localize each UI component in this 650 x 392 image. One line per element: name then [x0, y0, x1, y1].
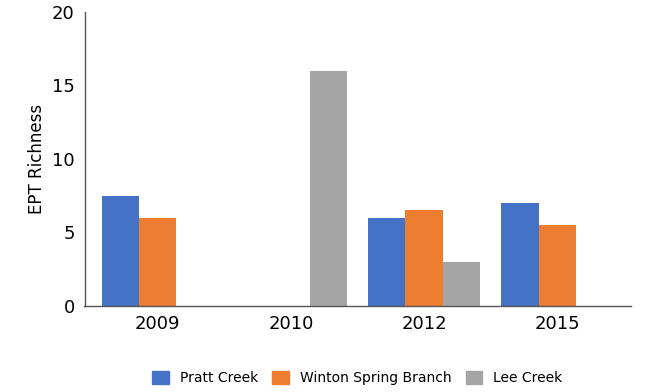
Bar — [139, 218, 176, 306]
Bar — [309, 71, 347, 306]
Y-axis label: EPT Richness: EPT Richness — [29, 104, 46, 214]
Bar — [501, 203, 539, 306]
Bar — [539, 225, 576, 306]
Legend: Pratt Creek, Winton Spring Branch, Lee Creek: Pratt Creek, Winton Spring Branch, Lee C… — [147, 366, 568, 391]
Bar — [443, 262, 480, 306]
Bar — [406, 210, 443, 306]
Bar — [102, 196, 139, 306]
Bar — [368, 218, 406, 306]
